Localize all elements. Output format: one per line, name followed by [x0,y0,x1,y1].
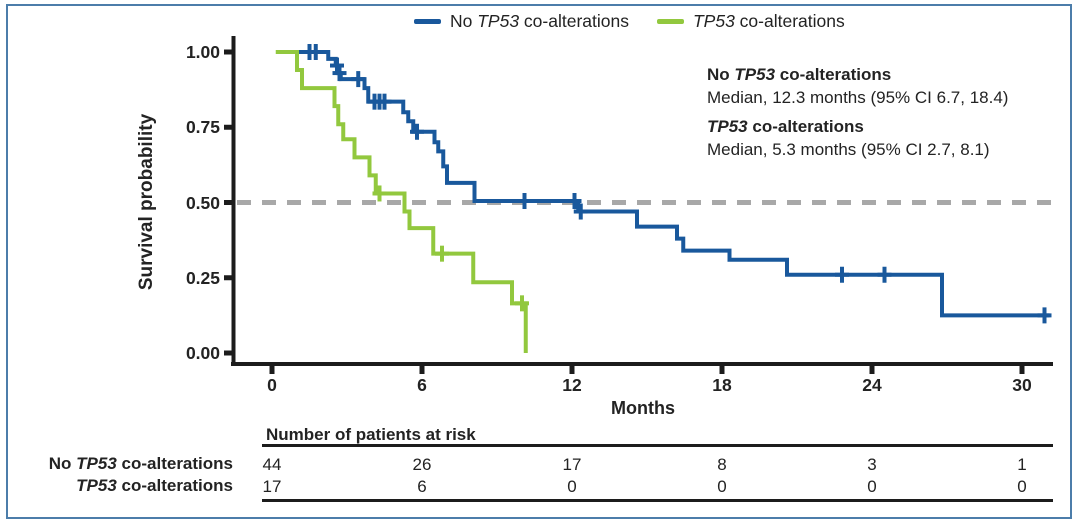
risk-count-cell: 17 [562,455,582,474]
legend-line-swatch-tp53 [656,19,684,24]
risk-count-cell: 26 [412,455,432,474]
y-tick-label: 1.00 [185,42,220,62]
risk-table-bottom-rule [262,499,1053,502]
risk-table-header: Number of patients at risk [266,425,476,444]
risk-count-cell: 0 [567,477,577,496]
risk-count-cell: 44 [262,455,282,474]
legend-label-tp53: TP53 co-alterations [693,11,845,32]
risk-row-label-tp53: TP53 co-alterations [12,475,233,497]
risk-count-cell: 3 [867,455,877,474]
legend-item-tp53: TP53 co-alterations [656,11,845,32]
legend-label-prefix: No [450,11,478,31]
risk-count-cell: 0 [867,477,877,496]
y-tick-label: 0.50 [185,192,220,213]
legend-line-swatch-no-tp53 [414,19,441,24]
legend-label-suffix: co-alterations [734,11,845,31]
x-tick-label: 0 [267,375,277,395]
annotation-title-prefix: No [707,65,735,84]
risk-count-cell: 17 [262,477,282,496]
risk-row-label-no-tp53: No TP53 co-alterations [12,453,233,475]
x-tick-label: 6 [417,375,427,395]
risk-label-suffix: co-alterations [116,476,233,495]
legend-label-no-tp53: No TP53 co-alterations [450,11,629,32]
risk-label-gene: TP53 [76,476,117,495]
risk-count-cell: 0 [717,477,727,496]
annotation-title-suffix: co-alterations [747,117,864,136]
median-annotation: No TP53 co-alterations Median, 12.3 mont… [707,63,1008,161]
annotation-title-gene: TP53 [707,117,748,136]
legend-item-no-tp53: No TP53 co-alterations [414,11,629,32]
x-tick-label: 18 [712,375,732,395]
risk-label-prefix: No [48,454,77,473]
legend-label-gene: TP53 [477,11,520,31]
x-axis-title: Months [611,398,675,418]
risk-table-row-labels: No TP53 co-alterations TP53 co-alteratio… [12,453,233,497]
x-tick-label: 12 [562,375,582,395]
survival-curve-tp53 [275,50,528,353]
figure-border [6,4,1072,519]
annotation-median-tp53: Median, 5.3 months (95% CI 2.7, 8.1) [707,140,990,159]
legend-label-suffix: co-alterations [519,11,629,31]
risk-count-cell: 0 [1017,477,1027,496]
risk-count-cell: 8 [717,455,727,474]
x-tick-label: 24 [862,375,882,395]
legend: No TP53 co-alterations TP53 co-alteratio… [414,11,845,32]
risk-count-cell: 1 [1017,455,1027,474]
annotation-title-gene: TP53 [734,65,776,84]
x-tick-label: 30 [1012,375,1032,395]
legend-label-gene: TP53 [692,11,735,31]
annotation-median-no-tp53: Median, 12.3 months (95% CI 6.7, 18.4) [707,88,1009,107]
y-tick-label: 0.00 [185,343,220,363]
risk-count-cell: 6 [417,477,427,496]
y-tick-label: 0.25 [185,267,220,288]
risk-table-top-rule [262,444,1053,447]
risk-label-gene: TP53 [76,454,117,473]
annotation-group-title-no-tp53: No TP53 co-alterations [707,63,1008,86]
risk-label-suffix: co-alterations [116,454,233,473]
y-axis-title: Survival probability [136,113,157,291]
annotation-title-suffix: co-alterations [775,65,892,84]
annotation-group-title-tp53: TP53 co-alterations [707,115,1008,138]
y-tick-label: 0.75 [185,117,220,138]
